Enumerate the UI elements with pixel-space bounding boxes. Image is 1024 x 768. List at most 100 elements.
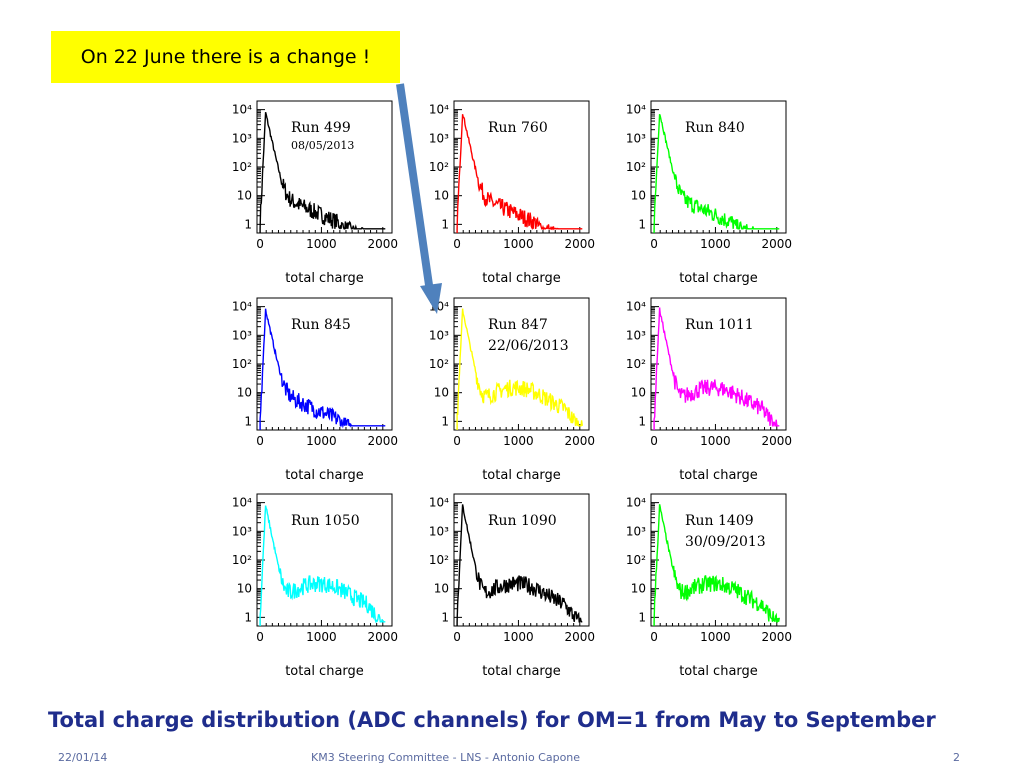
y-tick-label: 10⁴	[626, 496, 646, 510]
run-label: Run 1409	[685, 513, 754, 529]
y-tick-label: 10⁴	[429, 496, 449, 510]
run-label: Run 1011	[685, 317, 754, 333]
histogram-panel: 1 10 10² 10³ 10⁴ 0 1000 2000 total charge Run 105…	[232, 493, 399, 679]
x-axis-label: total charge	[285, 468, 364, 483]
x-tick-label: 2000	[368, 237, 399, 251]
y-tick-label: 10	[434, 386, 449, 400]
x-axis-label: total charge	[679, 271, 758, 286]
histogram-series	[456, 114, 583, 233]
x-tick-label: 2000	[368, 434, 399, 448]
y-tick-label: 10	[237, 189, 252, 203]
x-axis-label: total charge	[482, 468, 561, 483]
histogram-series	[653, 113, 780, 233]
y-tick-label: 1	[441, 610, 449, 624]
x-tick-label: 2000	[565, 434, 596, 448]
y-tick-label: 1	[638, 610, 646, 624]
y-tick-label: 10²	[232, 357, 252, 371]
callout-text: On 22 June there is a change !	[80, 46, 371, 68]
y-tick-label: 10	[237, 582, 252, 596]
x-tick-label: 1000	[503, 434, 534, 448]
x-tick-label: 0	[256, 434, 264, 448]
run-label: Run 840	[685, 120, 745, 136]
y-tick-label: 10	[631, 582, 646, 596]
run-label: Run 847	[488, 317, 548, 333]
slide-caption: Total charge distribution (ADC channels)…	[48, 708, 936, 732]
x-tick-label: 1000	[700, 237, 731, 251]
y-tick-label: 10³	[232, 328, 252, 342]
x-tick-label: 0	[256, 237, 264, 251]
y-tick-label: 1	[244, 414, 252, 428]
run-date: 30/09/2013	[685, 534, 766, 550]
y-tick-label: 10²	[232, 160, 252, 174]
x-tick-label: 0	[650, 630, 658, 644]
run-label: Run 499	[291, 120, 351, 136]
x-tick-label: 1000	[306, 630, 337, 644]
histogram-series	[259, 308, 386, 430]
x-axis-label: total charge	[482, 664, 561, 679]
y-tick-label: 1	[638, 414, 646, 428]
x-axis-label: total charge	[285, 271, 364, 286]
histogram-panel: 1 10 10² 10³ 10⁴ 0 1000 2000 total charge Run 109…	[429, 493, 596, 679]
run-label: Run 1090	[488, 513, 557, 529]
y-tick-label: 10²	[429, 553, 449, 567]
y-tick-label: 10³	[429, 328, 449, 342]
run-date: 08/05/2013	[291, 139, 354, 152]
y-tick-label: 10⁴	[429, 103, 449, 117]
histogram-panel: 1 10 10² 10³ 10⁴ 0 1000 2000 total charge Run 760	[429, 100, 596, 286]
run-label: Run 845	[291, 317, 351, 333]
y-tick-label: 10⁴	[626, 103, 646, 117]
histogram-panel: 1 10 10² 10³ 10⁴ 0 1000 2000 total charge Run 140…	[626, 493, 793, 679]
x-tick-label: 2000	[762, 630, 793, 644]
arrow-shaft	[396, 83, 434, 293]
histogram-panel: 1 10 10² 10³ 10⁴ 0 1000 2000 total charge Run 101…	[626, 297, 793, 483]
x-axis-label: total charge	[285, 664, 364, 679]
run-label: Run 1050	[291, 513, 360, 529]
y-tick-label: 1	[244, 217, 252, 231]
histogram-series	[259, 112, 386, 233]
callout-note: On 22 June there is a change !	[51, 31, 400, 83]
histogram-series	[653, 504, 780, 626]
x-tick-label: 2000	[368, 630, 399, 644]
histogram-series	[653, 307, 780, 430]
y-tick-label: 10	[434, 189, 449, 203]
annotation-arrow	[396, 83, 442, 314]
x-axis-label: total charge	[679, 664, 758, 679]
y-tick-label: 10⁴	[626, 300, 646, 314]
x-tick-label: 1000	[306, 434, 337, 448]
y-tick-label: 10	[434, 582, 449, 596]
x-tick-label: 2000	[565, 237, 596, 251]
x-tick-label: 1000	[503, 630, 534, 644]
y-tick-label: 10⁴	[232, 496, 252, 510]
histogram-panel: 1 10 10² 10³ 10⁴ 0 1000 2000 total charge Run 845	[232, 297, 399, 483]
y-tick-label: 1	[638, 217, 646, 231]
y-tick-label: 10²	[626, 357, 646, 371]
x-tick-label: 1000	[700, 630, 731, 644]
y-tick-label: 10³	[232, 524, 252, 538]
x-tick-label: 2000	[565, 630, 596, 644]
y-tick-label: 10	[631, 386, 646, 400]
x-axis-label: total charge	[679, 468, 758, 483]
histogram-series	[456, 504, 583, 626]
x-tick-label: 0	[453, 434, 461, 448]
arrow-head	[420, 283, 442, 314]
histogram-panel: 1 10 10² 10³ 10⁴ 0 1000 2000 total charge Run 840	[626, 100, 793, 286]
histogram-panel: 1 10 10² 10³ 10⁴ 0 1000 2000 total charge Run 499…	[232, 100, 399, 286]
x-tick-label: 0	[650, 434, 658, 448]
x-tick-label: 2000	[762, 237, 793, 251]
footer-center: KM3 Steering Committee - LNS - Antonio C…	[311, 751, 581, 764]
footer-date: 22/01/14	[58, 751, 108, 764]
x-tick-label: 0	[453, 630, 461, 644]
y-tick-label: 1	[244, 610, 252, 624]
y-tick-label: 10	[631, 189, 646, 203]
x-tick-label: 1000	[503, 237, 534, 251]
y-tick-label: 10²	[232, 553, 252, 567]
y-tick-label: 10	[237, 386, 252, 400]
page-number: 2	[953, 751, 960, 764]
x-tick-label: 2000	[762, 434, 793, 448]
x-tick-label: 1000	[700, 434, 731, 448]
y-tick-label: 1	[441, 414, 449, 428]
y-tick-label: 10³	[232, 131, 252, 145]
run-label: Run 760	[488, 120, 548, 136]
